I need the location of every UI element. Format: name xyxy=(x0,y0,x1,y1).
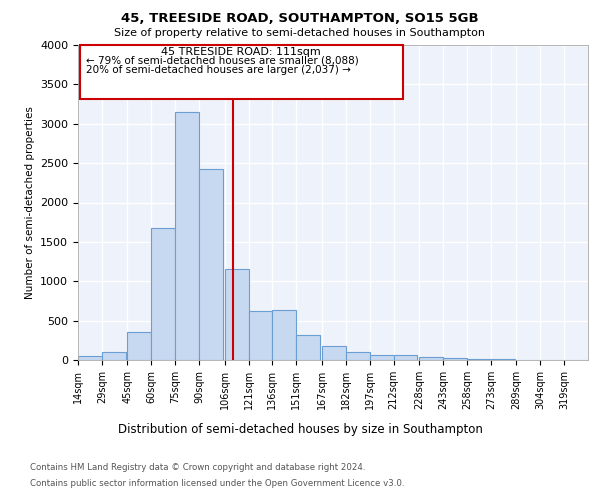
FancyBboxPatch shape xyxy=(80,45,403,100)
Bar xyxy=(78,356,102,360)
Text: Contains public sector information licensed under the Open Government Licence v3: Contains public sector information licen… xyxy=(30,479,404,488)
Text: 45 TREESIDE ROAD: 111sqm: 45 TREESIDE ROAD: 111sqm xyxy=(161,48,321,58)
Text: 20% of semi-detached houses are larger (2,037) →: 20% of semi-detached houses are larger (… xyxy=(86,64,351,74)
Bar xyxy=(102,352,126,360)
Text: Contains HM Land Registry data © Crown copyright and database right 2024.: Contains HM Land Registry data © Crown c… xyxy=(30,462,365,471)
Bar xyxy=(175,112,199,360)
Text: Distribution of semi-detached houses by size in Southampton: Distribution of semi-detached houses by … xyxy=(118,422,482,436)
Text: 45, TREESIDE ROAD, SOUTHAMPTON, SO15 5GB: 45, TREESIDE ROAD, SOUTHAMPTON, SO15 5GB xyxy=(121,12,479,26)
Text: ← 79% of semi-detached houses are smaller (8,088): ← 79% of semi-detached houses are smalle… xyxy=(86,55,359,65)
Bar xyxy=(370,355,394,360)
Bar xyxy=(467,359,491,360)
Bar xyxy=(322,346,346,360)
Bar xyxy=(199,168,223,360)
Bar xyxy=(127,332,151,360)
Y-axis label: Number of semi-detached properties: Number of semi-detached properties xyxy=(25,106,35,299)
Bar xyxy=(346,352,370,360)
Bar xyxy=(248,311,272,360)
Bar xyxy=(419,357,443,360)
Text: Size of property relative to semi-detached houses in Southampton: Size of property relative to semi-detach… xyxy=(115,28,485,38)
Bar xyxy=(151,228,175,360)
Bar xyxy=(443,358,467,360)
Bar xyxy=(272,310,296,360)
Bar xyxy=(296,335,320,360)
Bar xyxy=(224,268,248,360)
Bar xyxy=(394,356,418,360)
